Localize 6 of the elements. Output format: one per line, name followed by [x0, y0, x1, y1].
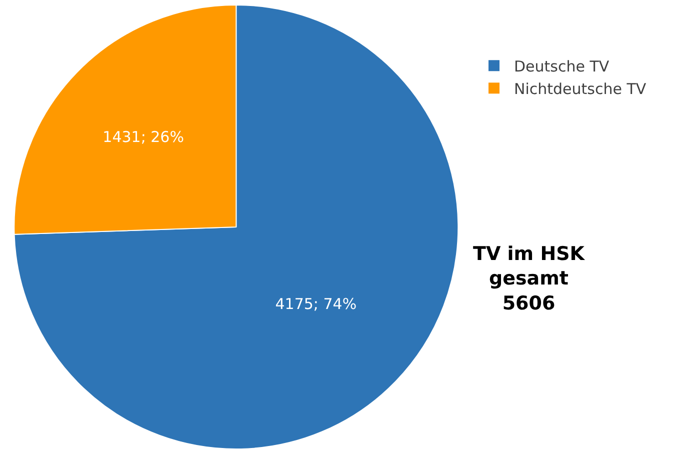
text: TV im HSK gesamt 5606	[473, 243, 586, 314]
legend-label: Deutsche TV	[514, 58, 610, 76]
pie-slice	[14, 4, 459, 450]
data-label: 4175; 74%	[275, 295, 357, 314]
legend-label: Nichtdeutsche TV	[514, 80, 647, 98]
data-label: 1431; 26%	[102, 128, 184, 146]
